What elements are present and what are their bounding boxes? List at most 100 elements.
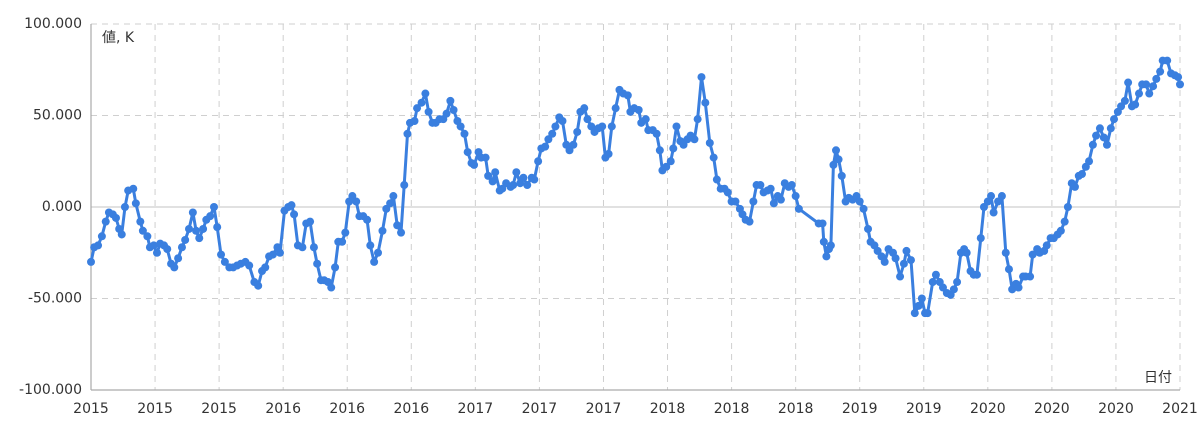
point [327,283,336,292]
point [1092,131,1101,140]
point [1077,170,1086,179]
point [111,213,120,222]
point [1152,74,1161,83]
point [634,106,643,115]
point [470,160,479,169]
point [1042,241,1051,250]
point [1106,124,1115,133]
y-axis-label: 値, K [102,30,135,46]
point [1163,56,1172,65]
point [370,257,379,266]
point [705,138,714,147]
point [245,261,254,270]
point [341,228,350,237]
point [662,162,671,171]
point [181,235,190,244]
point [456,122,465,131]
point [690,135,699,144]
point [143,232,152,241]
point [745,217,754,226]
point [749,197,758,206]
point [94,241,103,250]
x-tick-label: 2017 [586,401,622,417]
x-tick-label: 2020 [1098,401,1134,417]
point [206,212,215,221]
point [509,181,518,190]
point [397,228,406,237]
point [1156,67,1165,76]
point [1099,133,1108,142]
point [859,204,868,213]
x-tick-label: 2016 [265,401,301,417]
point [723,188,732,197]
x-axis-label: 日付 [1144,370,1172,386]
x-tick-label: 2020 [970,401,1006,417]
point [213,223,222,232]
point [1060,217,1069,226]
point [997,192,1006,201]
point [791,192,800,201]
point [209,203,218,211]
point [794,204,803,213]
point [101,217,110,226]
point [1120,96,1129,105]
point [261,263,270,272]
point [446,96,455,105]
x-tick-label: 2021 [1162,401,1198,417]
point [822,252,831,261]
point [917,294,926,303]
x-tick-label: 2016 [329,401,365,417]
point [1001,248,1010,257]
point [607,122,616,131]
point [442,109,451,118]
point [491,168,500,177]
point [87,257,95,266]
point [192,226,201,235]
point [120,203,129,211]
x-tick-label: 2016 [393,401,429,417]
point [558,116,567,125]
point [776,195,785,204]
point [352,197,361,206]
x-tick-label: 2017 [522,401,558,417]
point [611,104,620,113]
point [923,309,932,318]
point [306,217,315,226]
point [185,224,194,233]
point [129,184,138,193]
point [953,278,962,287]
point [931,270,940,279]
point [987,192,996,201]
point [373,248,382,257]
point [519,173,528,182]
point [1085,157,1094,166]
x-tick-label: 2018 [778,401,814,417]
point [378,226,387,235]
point [174,254,183,263]
point [819,237,828,246]
point [1070,182,1079,191]
point [837,171,846,180]
point [413,104,422,113]
point [268,250,277,259]
point [672,122,681,131]
point [1110,115,1119,124]
point [1014,283,1023,292]
point [449,106,458,115]
point [421,89,430,98]
x-tick-label: 2015 [137,401,173,417]
x-tick-label: 2020 [1034,401,1070,417]
y-tick-label: -100.000 [19,382,82,398]
point [896,272,905,281]
point [604,149,613,158]
point [1063,203,1072,211]
point [855,197,864,206]
point [530,175,539,184]
x-tick-label: 2018 [714,401,750,417]
point [149,241,158,250]
point [136,217,145,226]
point [1124,78,1133,87]
point [460,129,469,138]
y-tick-label: 0.000 [42,199,82,215]
point [138,226,147,235]
